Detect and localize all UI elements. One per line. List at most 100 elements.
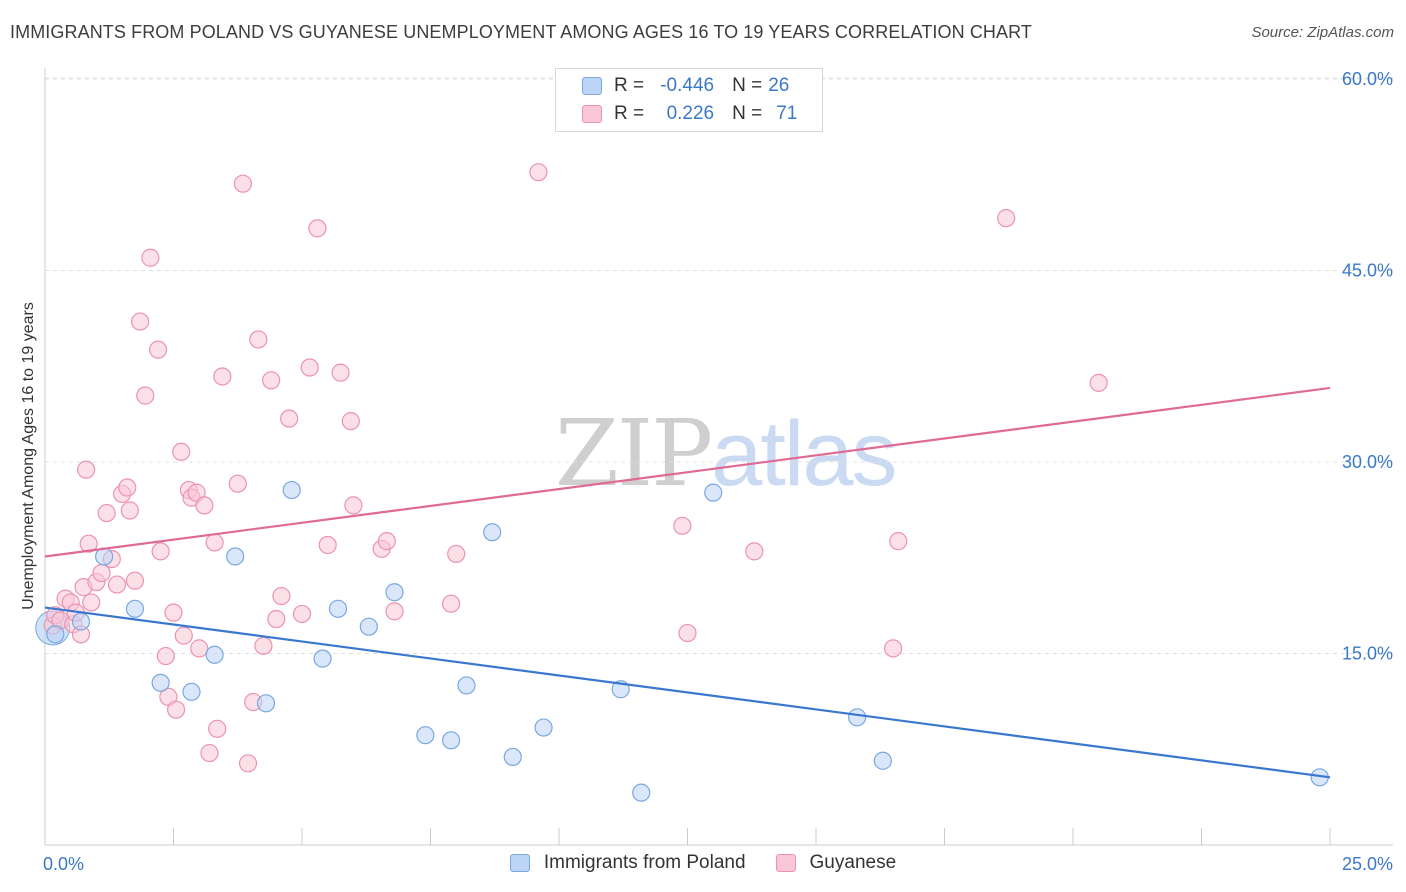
- trend-line-guyanese: [44, 386, 1331, 558]
- series-legend: Immigrants from Poland Guyanese: [0, 852, 1406, 874]
- data-point-guyanese: [300, 358, 319, 377]
- data-point-guyanese: [107, 575, 127, 594]
- data-point-guyanese: [130, 312, 150, 331]
- legend-r-label: R =: [614, 75, 645, 96]
- legend-swatch-poland: [509, 854, 530, 872]
- data-point-poland: [71, 612, 91, 631]
- data-point-guyanese: [280, 409, 299, 428]
- data-point-poland: [416, 726, 435, 745]
- data-point-poland: [182, 682, 201, 701]
- data-point-guyanese: [318, 535, 337, 555]
- legend-label-poland: Immigrants from Poland: [543, 852, 746, 873]
- data-point-guyanese: [441, 594, 461, 613]
- y-tick-label: 45.0%: [1342, 261, 1393, 281]
- data-point-guyanese: [678, 623, 697, 643]
- data-point-guyanese: [166, 700, 186, 719]
- data-point-guyanese: [213, 367, 232, 386]
- legend-n-label: N =: [732, 75, 763, 96]
- data-point-poland: [503, 747, 522, 767]
- data-point-guyanese: [172, 442, 191, 461]
- data-point-guyanese: [249, 330, 268, 349]
- data-point-guyanese: [97, 503, 116, 523]
- data-point-poland: [256, 694, 276, 713]
- data-point-poland: [457, 676, 476, 695]
- data-point-guyanese: [136, 386, 155, 405]
- data-point-guyanese: [385, 602, 404, 621]
- legend-n-label: N =: [732, 103, 763, 124]
- chart-title: IMMIGRANTS FROM POLAND VS GUYANESE UNEMP…: [10, 22, 1032, 42]
- data-point-guyanese: [344, 496, 363, 515]
- data-point-guyanese: [883, 639, 903, 658]
- data-point-poland: [282, 480, 301, 500]
- data-point-guyanese: [195, 496, 214, 515]
- x-tick-label: 0.0%: [43, 854, 84, 874]
- legend-label-guyanese: Guyanese: [809, 852, 897, 873]
- data-point-guyanese: [79, 534, 98, 553]
- legend-item-poland[interactable]: Immigrants from Poland: [509, 852, 746, 874]
- data-point-guyanese: [118, 478, 137, 497]
- data-point-guyanese: [254, 636, 273, 655]
- data-point-guyanese: [82, 593, 101, 612]
- data-point-guyanese: [308, 219, 327, 238]
- data-point-poland: [46, 625, 65, 644]
- data-point-guyanese: [190, 639, 209, 658]
- legend-r-label: R =: [614, 103, 645, 124]
- data-point-guyanese: [120, 501, 139, 520]
- data-point-guyanese: [1089, 373, 1108, 392]
- data-point-guyanese: [77, 460, 96, 479]
- data-point-poland: [632, 783, 651, 802]
- y-tick-label: 60.0%: [1342, 69, 1393, 89]
- data-point-guyanese: [125, 571, 145, 590]
- legend-item-guyanese[interactable]: Guyanese: [775, 852, 897, 874]
- data-point-poland: [226, 547, 245, 566]
- data-point-guyanese: [174, 626, 193, 645]
- data-point-guyanese: [208, 719, 227, 738]
- data-point-poland: [534, 718, 553, 737]
- data-point-guyanese: [205, 533, 224, 552]
- watermark: ZIPatlas: [555, 400, 898, 507]
- data-point-poland: [385, 583, 404, 602]
- trend-line-poland: [44, 606, 1331, 779]
- data-point-guyanese: [447, 544, 466, 564]
- data-point-guyanese: [292, 604, 312, 624]
- legend-row-poland: R = -0.446 N = 26: [582, 73, 789, 99]
- data-point-guyanese: [745, 542, 764, 561]
- data-point-guyanese: [267, 609, 286, 629]
- legend-swatch-guyanese: [775, 854, 796, 872]
- y-tick-label: 15.0%: [1342, 644, 1393, 664]
- data-point-guyanese: [889, 532, 908, 551]
- data-point-guyanese: [262, 371, 281, 390]
- correlation-legend: R = -0.446 N = 26 R = 0.226 N = 71: [555, 68, 823, 132]
- legend-swatch-guyanese: [582, 105, 602, 123]
- data-point-poland: [205, 645, 224, 664]
- data-point-guyanese: [238, 754, 258, 773]
- chart-source: Source: ZipAtlas.com: [1251, 24, 1394, 41]
- data-point-guyanese: [233, 174, 252, 193]
- data-point-guyanese: [141, 248, 160, 267]
- legend-swatch-poland: [582, 77, 602, 95]
- x-tick-label: 25.0%: [1342, 854, 1393, 874]
- data-point-guyanese: [200, 743, 219, 763]
- data-point-guyanese: [156, 646, 175, 666]
- data-point-poland: [873, 751, 892, 770]
- legend-row-guyanese: R = 0.226 N = 71: [582, 101, 797, 127]
- data-point-poland: [848, 708, 867, 727]
- y-tick-label: 30.0%: [1342, 452, 1393, 472]
- data-point-poland: [151, 673, 170, 692]
- data-point-poland: [359, 617, 378, 636]
- data-point-guyanese: [331, 363, 350, 382]
- data-point-poland: [483, 523, 502, 542]
- data-point-guyanese: [228, 474, 247, 493]
- data-point-guyanese: [529, 163, 548, 182]
- data-point-guyanese: [92, 563, 111, 583]
- data-point-poland: [704, 483, 723, 502]
- watermark-zip: ZIP: [555, 400, 713, 507]
- data-point-guyanese: [377, 532, 396, 551]
- watermark-atlas: atlas: [711, 403, 897, 505]
- legend-r-value: 0.226: [666, 103, 715, 124]
- data-point-poland: [313, 649, 332, 668]
- data-point-poland: [125, 599, 145, 618]
- data-point-poland: [328, 599, 348, 618]
- data-point-guyanese: [148, 340, 168, 359]
